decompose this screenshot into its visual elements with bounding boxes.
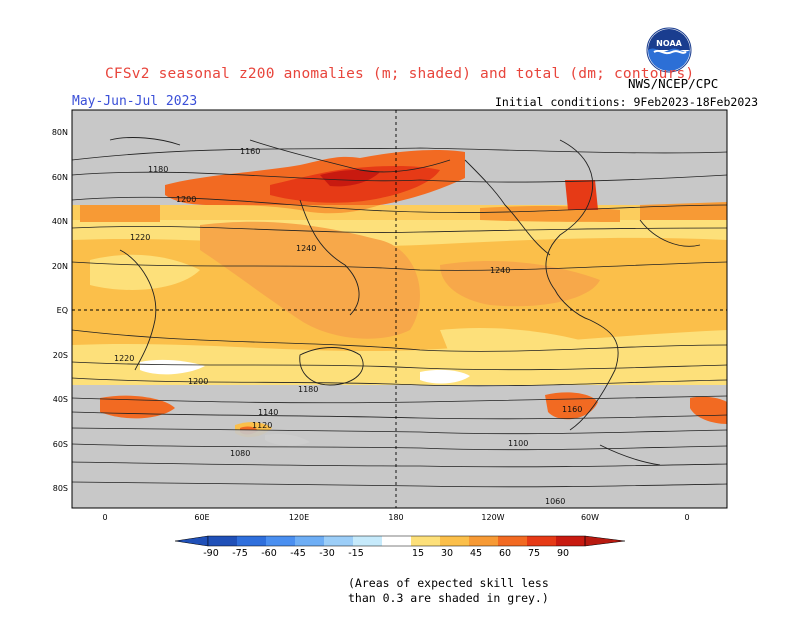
legend-swatch (498, 536, 527, 546)
legend-swatch (382, 536, 411, 546)
legend-label: 75 (528, 548, 540, 559)
logo-text: NOAA (656, 39, 682, 48)
legend-arrow-high (584, 535, 626, 547)
legend-arrow-low (174, 535, 209, 547)
footnote-line-1: (Areas of expected skill less (348, 576, 549, 590)
legend-label: 90 (557, 548, 569, 559)
lat-label: 40N (52, 217, 68, 226)
legend-swatch (556, 536, 585, 546)
lat-label: 20S (53, 351, 68, 360)
footnote-line-2: than 0.3 are shaded in grey.) (348, 591, 549, 605)
contour-label: 1160 (562, 405, 582, 414)
map-frame (71, 109, 728, 509)
noaa-logo-icon: NOAA (646, 27, 692, 73)
lon-label: 0 (102, 513, 107, 522)
legend-swatch (411, 536, 440, 546)
contour-label: 1200 (176, 195, 196, 204)
reference-lines (72, 110, 727, 508)
contour-label: 1220 (130, 233, 150, 242)
legend-swatch (440, 536, 469, 546)
agency-label: NWS/NCEP/CPC (628, 76, 719, 91)
lat-label: 60N (52, 173, 68, 182)
legend-swatch (208, 536, 237, 546)
initial-conditions-label: Initial conditions: 9Feb2023-18Feb2023 (495, 95, 759, 109)
legend-swatch (295, 536, 324, 546)
legend-swatch (353, 536, 382, 546)
legend-swatch (469, 536, 498, 546)
contour-label: 1180 (298, 385, 318, 394)
contour-label: 1120 (252, 421, 272, 430)
legend-swatch (527, 536, 556, 546)
lat-label: 60S (53, 440, 68, 449)
legend-label: -75 (232, 548, 248, 559)
contour-label: 1180 (148, 165, 168, 174)
lon-label: 120E (289, 513, 309, 522)
color-legend: -90 -75 -60 -45 -30 -15 15 30 45 60 75 9… (174, 535, 626, 559)
lon-label: 120W (481, 513, 504, 522)
contour-label: 1060 (545, 497, 565, 506)
lon-label: 0 (684, 513, 689, 522)
legend-swatch (237, 536, 266, 546)
legend-label: -15 (348, 548, 364, 559)
lat-label: EQ (57, 306, 68, 315)
latitude-labels: 80N 60N 40N 20N EQ 20S 40S 60S 80S (52, 128, 68, 493)
legend-swatch (266, 536, 295, 546)
legend-label: 60 (499, 548, 511, 559)
contour-label: 1240 (490, 266, 510, 275)
lon-label: 60E (194, 513, 209, 522)
lat-label: 80N (52, 128, 68, 137)
contour-label: 1100 (508, 439, 528, 448)
lon-label: 60W (581, 513, 599, 522)
season-label: May-Jun-Jul 2023 (72, 94, 198, 109)
legend-label: 30 (441, 548, 453, 559)
height-contours (71, 147, 728, 488)
contour-label: 1140 (258, 408, 278, 417)
legend-label: -90 (203, 548, 219, 559)
contour-label: 1080 (230, 449, 250, 458)
map-title: CFSv2 seasonal z200 anomalies (m; shaded… (105, 66, 695, 82)
contour-label: 1200 (188, 377, 208, 386)
legend-label: 45 (470, 548, 482, 559)
legend-label: -60 (261, 548, 277, 559)
legend-swatch (324, 536, 353, 546)
contour-label: 1160 (240, 147, 260, 156)
lat-label: 20N (52, 262, 68, 271)
longitude-labels: 0 60E 120E 180 120W 60W 0 (102, 513, 689, 522)
lat-label: 40S (53, 395, 68, 404)
contour-label-group: 1160 1180 1200 1220 1240 1240 1220 1200 … (114, 147, 582, 506)
legend-label: -45 (290, 548, 306, 559)
contour-label: 1220 (114, 354, 134, 363)
legend-label: 15 (412, 548, 424, 559)
contour-label: 1240 (296, 244, 316, 253)
legend-label: -30 (319, 548, 335, 559)
lat-label: 80S (53, 484, 68, 493)
lon-label: 180 (388, 513, 403, 522)
coastlines (109, 137, 701, 466)
